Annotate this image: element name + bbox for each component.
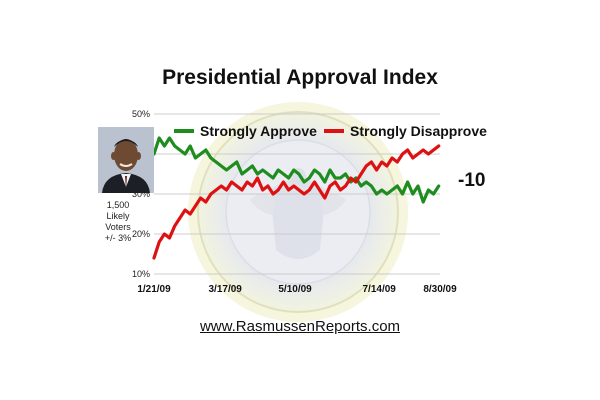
source-url: www.RasmussenReports.com xyxy=(199,318,401,335)
series-line-strongly-disapprove xyxy=(152,144,441,260)
sample-voters: Voters xyxy=(105,222,131,232)
x-tick-label: 8/30/09 xyxy=(423,284,457,295)
y-tick-label: 10% xyxy=(132,269,150,279)
y-tick-label: 30% xyxy=(132,189,150,199)
legend-label-strongly-approve: Strongly Approve xyxy=(200,123,317,139)
chart-title: Presidential Approval Index xyxy=(162,66,438,89)
sample-info: 1,500 Likely Voters +/- 3% xyxy=(96,200,140,244)
y-tick-label: 20% xyxy=(132,229,150,239)
x-tick-label: 1/21/09 xyxy=(137,284,171,295)
sample-likely: Likely xyxy=(106,211,130,221)
y-tick-label: 50% xyxy=(132,109,150,119)
president-portrait-icon xyxy=(98,127,154,193)
x-tick-label: 5/10/09 xyxy=(278,284,312,295)
chart-legend: Strongly Approve Strongly Disapprove xyxy=(174,123,487,139)
x-tick-label: 3/17/09 xyxy=(208,284,242,295)
sample-size: 1,500 xyxy=(106,200,130,210)
presidential-seal-watermark-icon xyxy=(188,102,408,322)
sample-margin: +/- 3% xyxy=(104,233,132,243)
x-axis: 1/21/09 3/17/09 5/10/09 7/14/09 8/30/09 xyxy=(137,284,457,295)
approval-index-value: -10 xyxy=(458,170,486,191)
legend-label-strongly-disapprove: Strongly Disapprove xyxy=(350,123,487,139)
series-line-strongly-approve xyxy=(152,136,441,204)
x-tick-label: 7/14/09 xyxy=(362,284,396,295)
chart-series xyxy=(152,136,441,260)
